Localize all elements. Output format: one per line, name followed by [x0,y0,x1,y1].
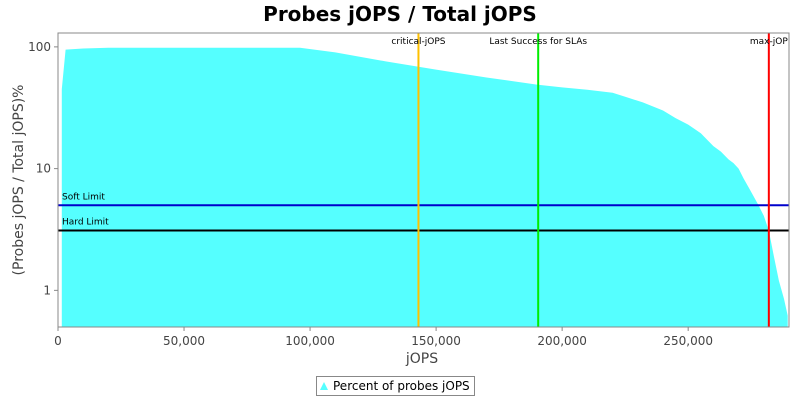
y-tick-label-1: 10 [36,162,51,176]
marker-label-1: Last Success for SLAs [489,37,587,47]
x-axis-label: jOPS [405,351,438,367]
x-tick-label-1: 50,000 [163,334,205,348]
plot-frame [57,32,790,328]
legend-swatch-icon [320,382,328,390]
legend: Percent of probes jOPS [316,376,475,396]
x-tick-label-4: 200,000 [537,334,587,348]
legend-label: Percent of probes jOPS [333,379,470,393]
x-tick-label-5: 250,000 [663,334,713,348]
limit-label-1: Hard Limit [62,218,109,228]
series-area-0 [61,47,788,327]
y-tick-label-0: 1 [43,283,51,297]
x-tick-label-3: 150,000 [411,334,461,348]
chart-title: Probes jOPS / Total jOPS [263,2,537,26]
marker-label-2: max-jOP [750,37,788,47]
y-tick-label-2: 100 [28,40,51,54]
limit-label-0: Soft Limit [62,192,105,202]
x-tick-label-0: 0 [54,334,62,348]
y-axis-label: (Probes jOPS / Total jOPS)% [11,85,27,276]
marker-label-0: critical-jOPS [391,37,445,47]
x-tick-label-2: 100,000 [285,334,335,348]
